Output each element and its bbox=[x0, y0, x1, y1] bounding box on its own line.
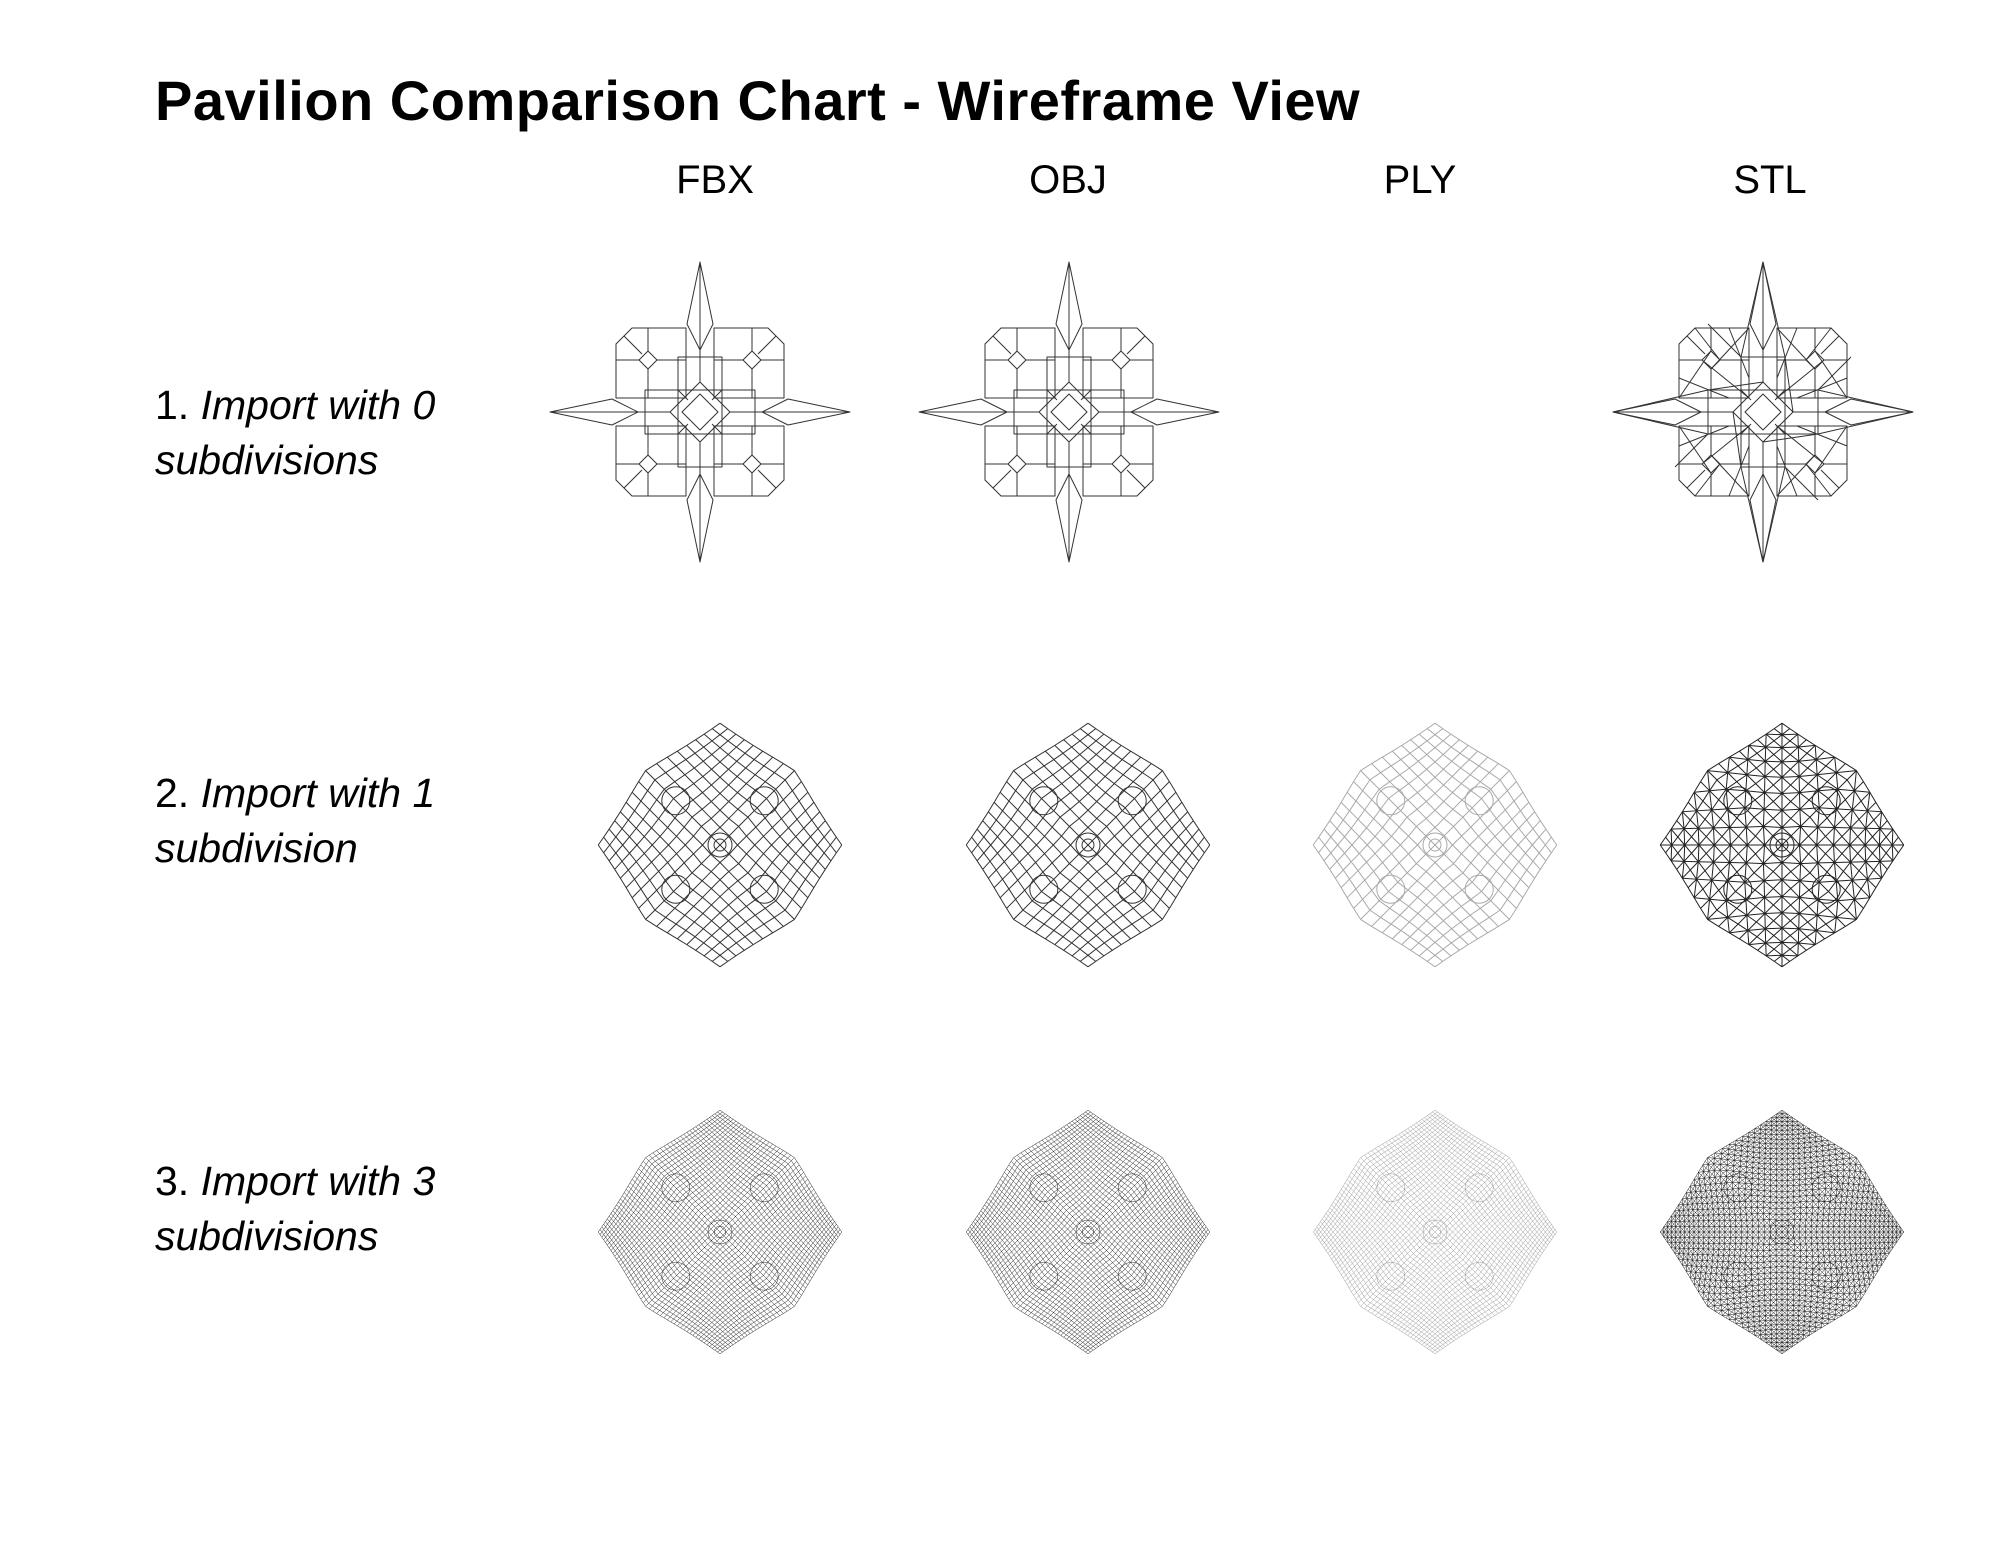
row-text-1: Import with 0 subdivisions bbox=[155, 382, 436, 483]
row-number-2: 2. bbox=[155, 770, 190, 816]
wireframe-stl-r1 bbox=[1612, 261, 1914, 563]
row-label-3: 3. Import with 3 subdivisions bbox=[155, 1154, 515, 1264]
wireframe-ply-r1 bbox=[1266, 262, 1566, 562]
mesh-quad-dense bbox=[1313, 1110, 1557, 1354]
wireframe-cell-r1-obj bbox=[918, 261, 1220, 563]
column-header-fbx: FBX bbox=[676, 158, 754, 202]
wireframe-fbx-r1 bbox=[549, 261, 851, 563]
column-header-stl: STL bbox=[1733, 158, 1807, 202]
wireframe-cell-r3-fbx bbox=[570, 1082, 870, 1382]
row-number-1: 1. bbox=[155, 382, 190, 428]
wireframe-fbx-r3 bbox=[598, 1110, 842, 1354]
mesh-quad bbox=[965, 722, 1211, 968]
wireframe-cell-r2-stl bbox=[1632, 695, 1932, 995]
mesh-quad bbox=[918, 261, 1220, 563]
mesh-quad bbox=[549, 261, 851, 563]
row-number-3: 3. bbox=[155, 1158, 190, 1204]
mesh-quad-dense bbox=[966, 1110, 1210, 1354]
wireframe-cell-r3-obj bbox=[938, 1082, 1238, 1382]
row-label-1: 1. Import with 0 subdivisions bbox=[155, 378, 515, 488]
wireframe-ply-r3 bbox=[1313, 1110, 1557, 1354]
mesh-quad bbox=[597, 722, 843, 968]
row-label-2: 2. Import with 1 subdivision bbox=[155, 766, 515, 876]
mesh-quad bbox=[1312, 722, 1558, 968]
wireframe-obj-r2 bbox=[965, 722, 1211, 968]
wireframe-fbx-r2 bbox=[597, 722, 843, 968]
row-text-2: Import with 1 subdivision bbox=[155, 770, 436, 871]
wireframe-cell-r2-ply bbox=[1285, 695, 1585, 995]
wireframe-cell-r3-stl bbox=[1632, 1082, 1932, 1382]
mesh-quad-dense bbox=[598, 1110, 842, 1354]
wireframe-cell-r2-obj bbox=[938, 695, 1238, 995]
mesh-triangulated bbox=[1612, 261, 1914, 563]
mesh-triangulated-dense bbox=[1660, 1110, 1904, 1354]
wireframe-obj-r3 bbox=[966, 1110, 1210, 1354]
wireframe-cell-r1-ply bbox=[1266, 262, 1566, 562]
wireframe-ply-r2 bbox=[1312, 722, 1558, 968]
column-header-obj: OBJ bbox=[1029, 158, 1107, 202]
chart-title: Pavilion Comparison Chart - Wireframe Vi… bbox=[155, 69, 1361, 132]
wireframe-cell-r2-fbx bbox=[570, 695, 870, 995]
wireframe-stl-r3 bbox=[1660, 1110, 1904, 1354]
wireframe-cell-r3-ply bbox=[1285, 1082, 1585, 1382]
wireframe-cell-r1-stl bbox=[1612, 261, 1914, 563]
wireframe-obj-r1 bbox=[918, 261, 1220, 563]
wireframe-cell-r1-fbx bbox=[549, 261, 851, 563]
column-header-ply: PLY bbox=[1383, 158, 1457, 202]
wireframe-stl-r2 bbox=[1659, 722, 1905, 968]
row-text-3: Import with 3 subdivisions bbox=[155, 1158, 436, 1259]
mesh-triangulated bbox=[1659, 722, 1905, 968]
